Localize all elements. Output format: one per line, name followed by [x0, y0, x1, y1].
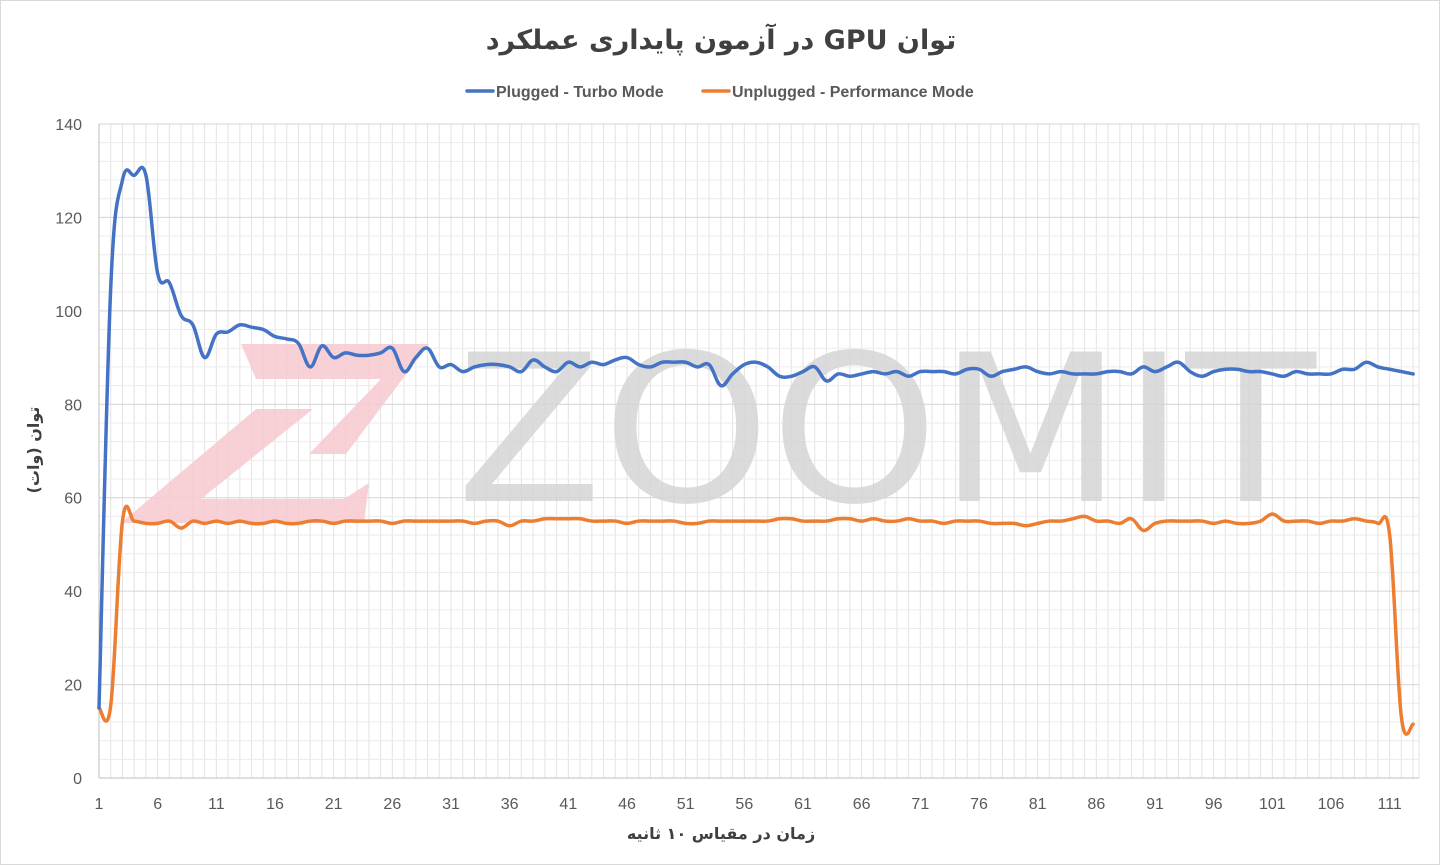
x-tick-label: 26 [383, 796, 401, 813]
x-tick-label: 106 [1318, 796, 1345, 813]
y-tick-label: 60 [64, 491, 82, 508]
x-tick-label: 111 [1378, 796, 1402, 813]
y-tick-label: 120 [55, 210, 82, 227]
x-tick-label: 101 [1259, 796, 1286, 813]
x-axis-title: زمان در مقیاس ۱۰ ثانیه [627, 824, 815, 843]
x-tick-label: 1 [95, 796, 104, 813]
y-tick-labels: 0 20 40 60 80 100 120 140 [55, 117, 82, 788]
logo-shape-bottom [121, 409, 369, 523]
x-tick-label: 56 [735, 796, 753, 813]
series-line-unplugged [97, 504, 1415, 736]
x-tick-label: 11 [208, 796, 225, 813]
y-tick-label: 0 [73, 771, 82, 788]
chart-legend: Plugged - Turbo Mode Unplugged - Perform… [465, 84, 974, 101]
x-tick-label: 21 [325, 796, 343, 813]
legend-label-plugged: Plugged - Turbo Mode [496, 84, 664, 101]
zoomit-logo-mark [121, 344, 429, 523]
x-tick-label: 71 [911, 796, 929, 813]
x-tick-label: 81 [1029, 796, 1047, 813]
x-tick-label: 66 [853, 796, 871, 813]
x-tick-label: 76 [970, 796, 988, 813]
chart-title: توان GPU در آزمون پایداری عملکرد [486, 23, 957, 56]
x-tick-label: 46 [618, 796, 636, 813]
watermark-text: ZOOMIT [456, 312, 1317, 550]
y-axis-title: توان (وات) [24, 407, 43, 494]
logo-shape-top [241, 344, 429, 454]
series-line-plugged [97, 165, 1415, 710]
x-tick-labels: 1 6 11 16 21 26 31 36 41 46 51 56 61 66 71 76 81 86 91 96 10… [95, 796, 1402, 813]
zoomit-watermark: ZOOMIT [121, 312, 1317, 550]
series-lines [97, 165, 1415, 736]
x-tick-label: 41 [559, 796, 577, 813]
x-tick-label: 6 [153, 796, 162, 813]
legend-label-unplugged: Unplugged - Performance Mode [732, 84, 974, 101]
y-tick-label: 100 [55, 304, 82, 321]
x-tick-label: 86 [1087, 796, 1105, 813]
x-tick-label: 96 [1205, 796, 1223, 813]
x-tick-label: 16 [266, 796, 284, 813]
x-tick-label: 51 [677, 796, 695, 813]
x-tick-label: 36 [501, 796, 519, 813]
y-tick-label: 20 [64, 678, 82, 695]
x-tick-label: 91 [1146, 796, 1164, 813]
y-tick-label: 40 [64, 584, 82, 601]
x-tick-label: 31 [442, 796, 460, 813]
y-tick-label: 140 [55, 117, 82, 134]
y-tick-label: 80 [64, 397, 82, 414]
x-tick-label: 61 [794, 796, 812, 813]
